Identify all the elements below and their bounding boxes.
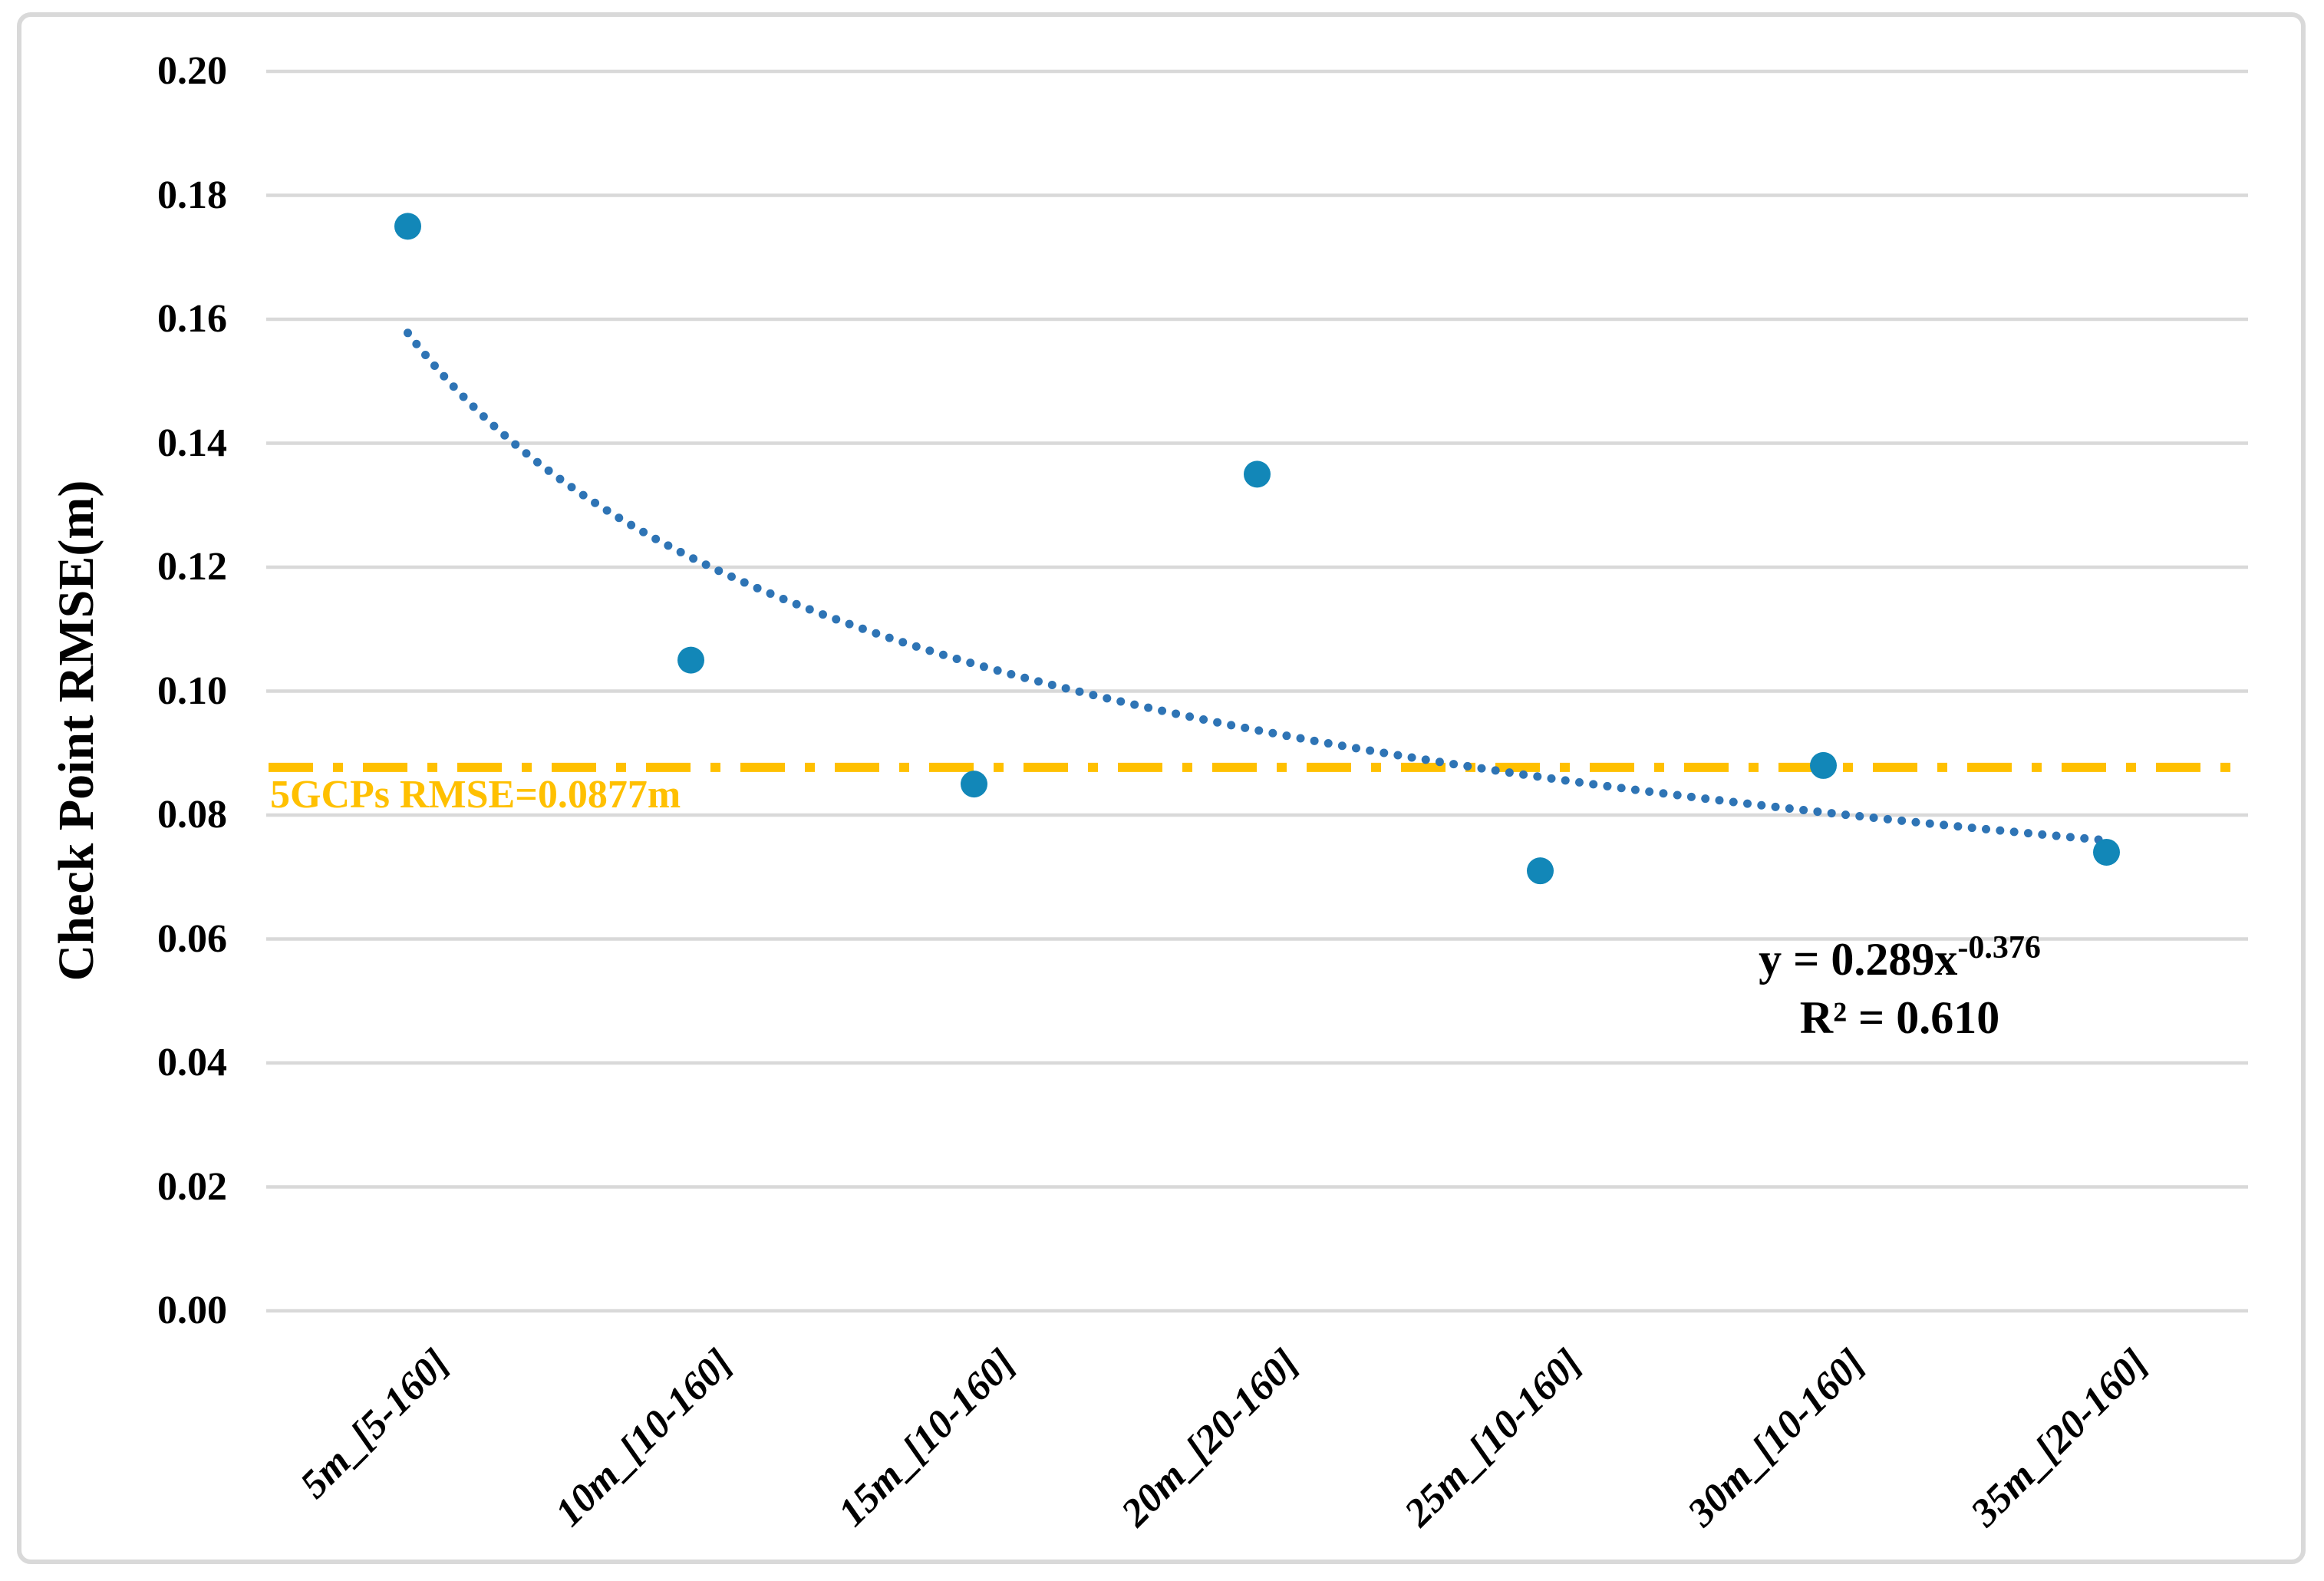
y-tick-label: 0.04 [157, 1041, 227, 1084]
data-point-marker [1244, 460, 1271, 488]
y-tick-label: 0.06 [157, 916, 227, 961]
data-point-marker [677, 646, 704, 674]
trendline-equation: y = 0.289x-0.376 [1670, 930, 2130, 989]
y-axis-title: Check Point RMSE(m) [48, 480, 104, 982]
equation-exponent: -0.376 [1957, 930, 2041, 965]
y-tick-label: 0.16 [157, 297, 227, 341]
y-tick-label: 0.02 [157, 1164, 227, 1209]
power-trendline [404, 328, 2109, 845]
r-squared-value: R² = 0.610 [1799, 992, 2000, 1043]
y-tick-label: 0.08 [157, 793, 227, 837]
y-tick-label: 0.10 [157, 668, 227, 713]
data-point-marker [1527, 857, 1554, 885]
y-tick-label: 0.00 [157, 1289, 227, 1332]
trendline-annotation: y = 0.289x-0.376 R² = 0.610 [1670, 930, 2130, 1047]
y-tick-label: 0.18 [157, 173, 227, 217]
y-tick-label: 0.14 [157, 421, 227, 465]
reference-line-label: 5GCPs RMSE=0.0877m [270, 773, 681, 817]
equation-base: y = 0.289x [1759, 934, 1958, 985]
y-tick-label: 0.12 [157, 545, 227, 589]
data-point-marker [394, 213, 421, 240]
data-point-marker [1810, 751, 1837, 779]
data-point-marker [2093, 838, 2120, 866]
data-point-marker [961, 771, 987, 798]
y-tick-label: 0.20 [157, 49, 227, 93]
